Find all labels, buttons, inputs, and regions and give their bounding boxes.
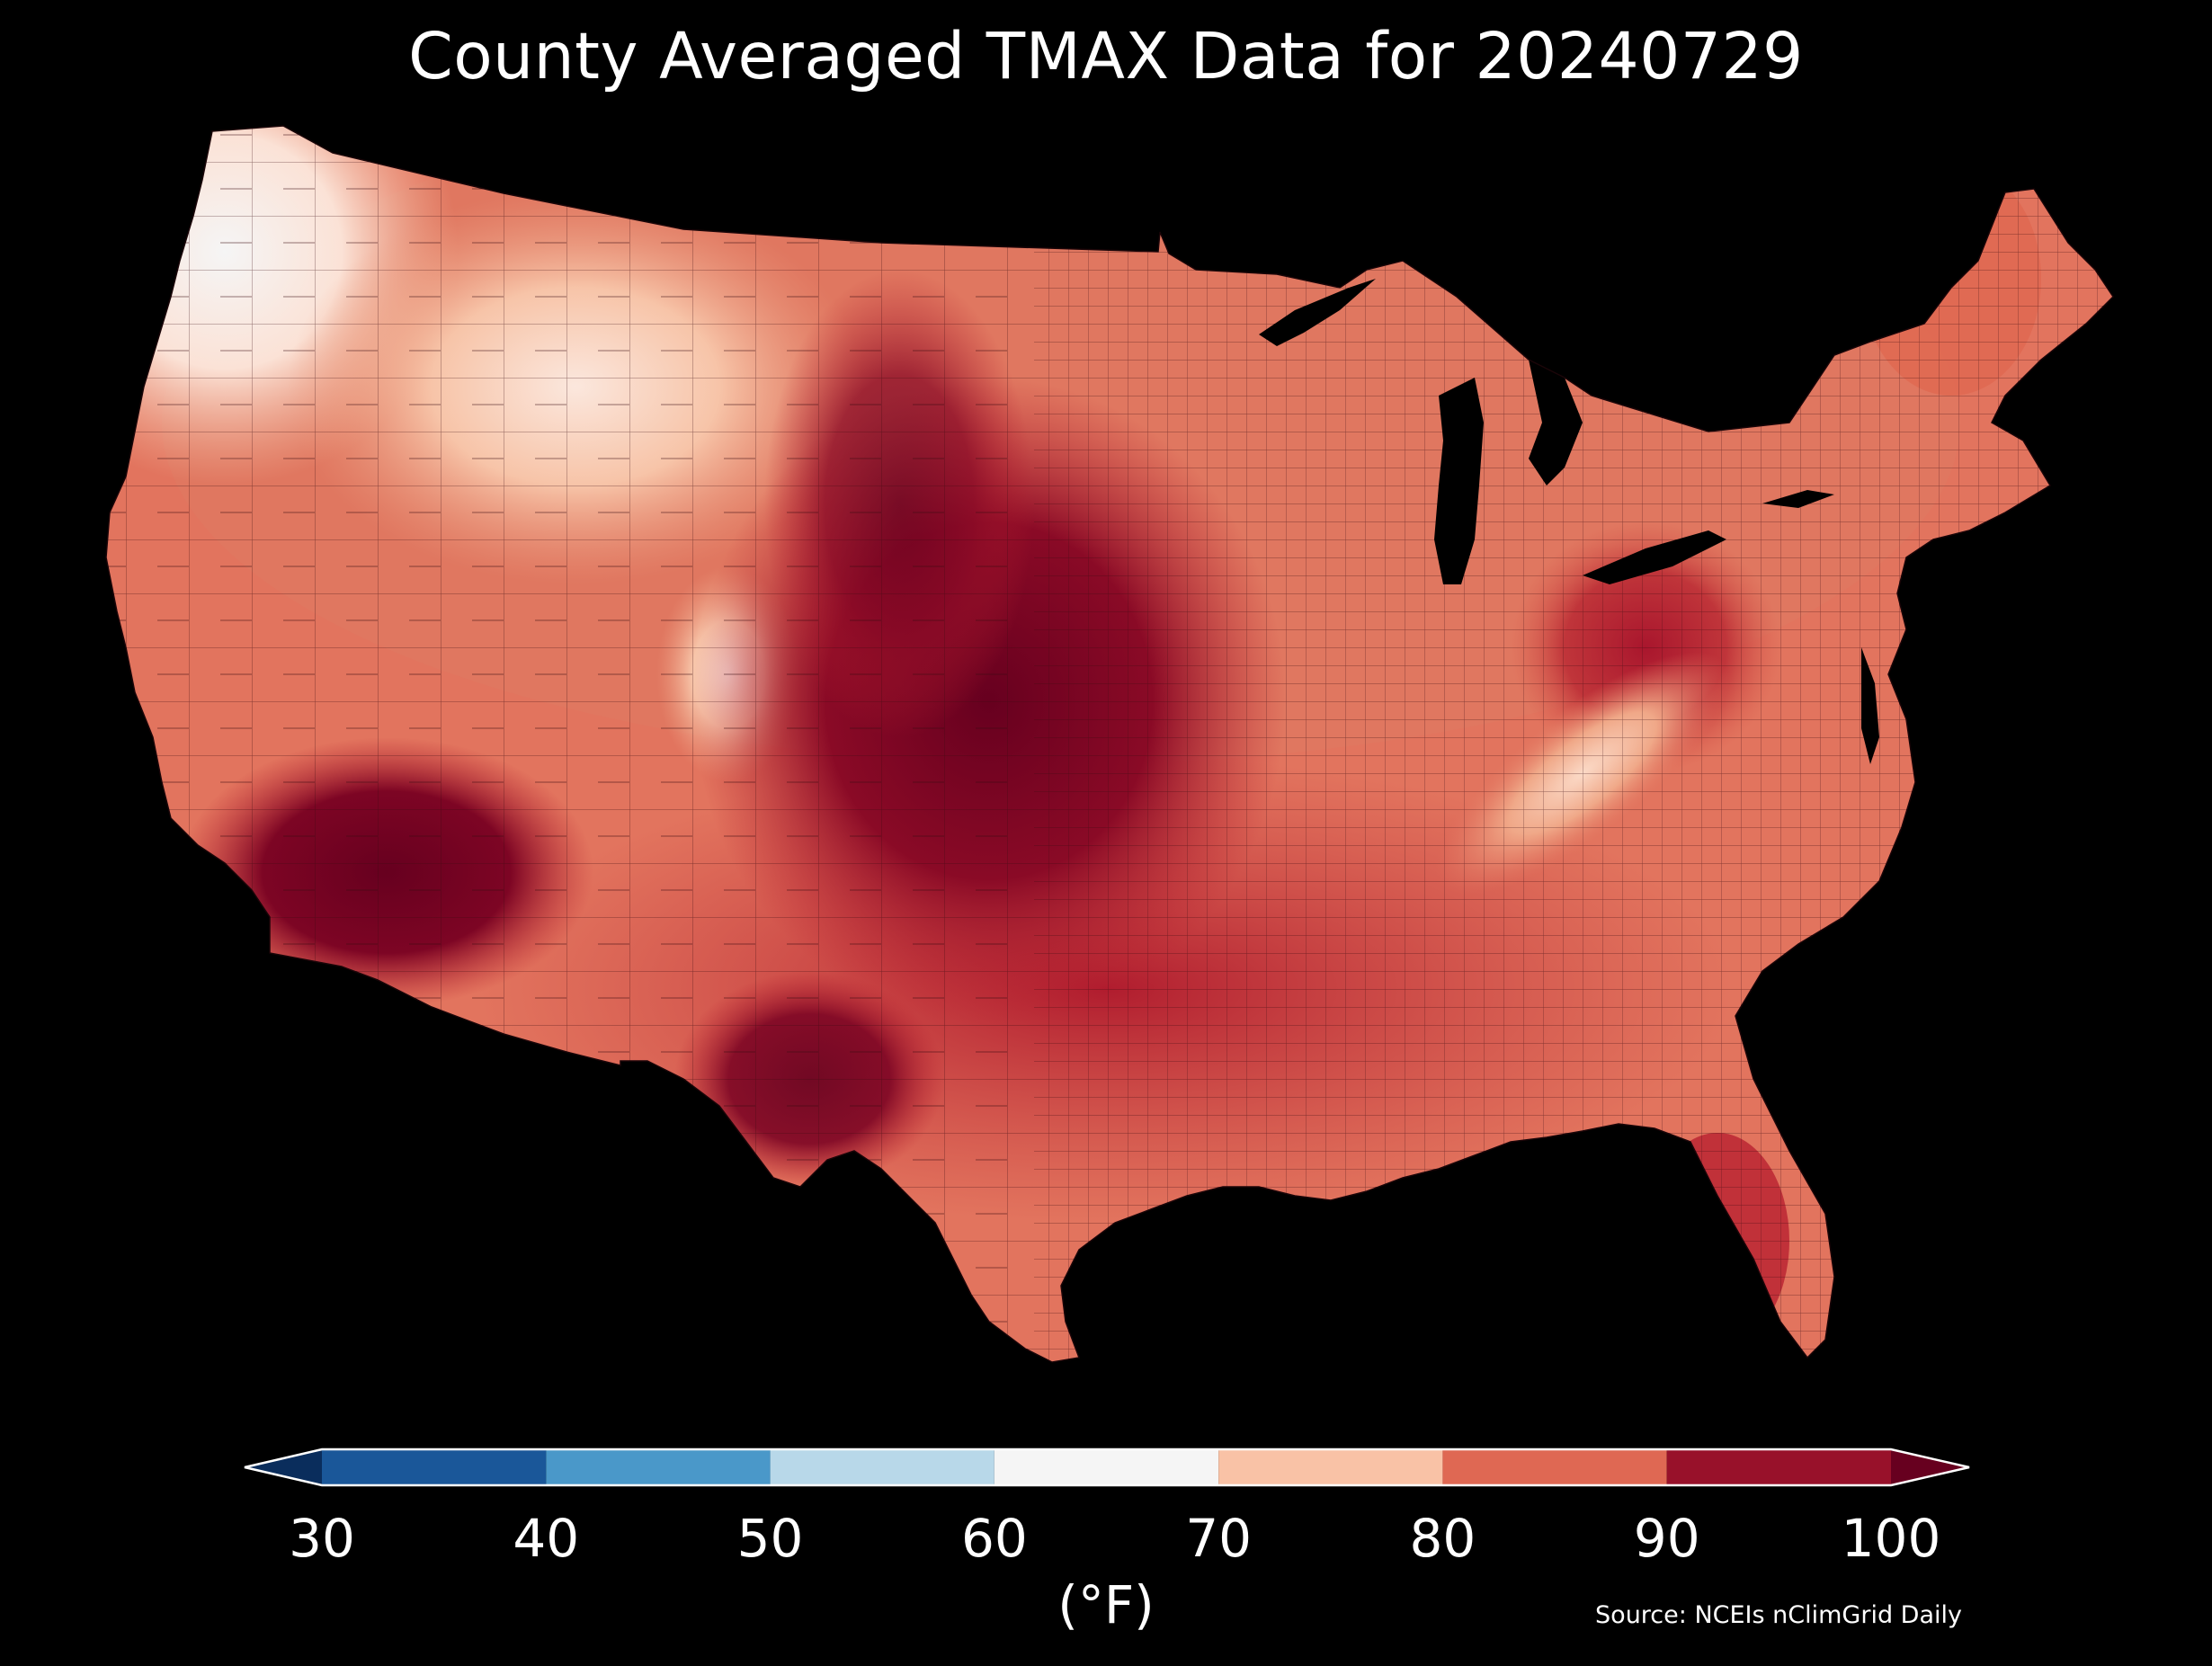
colorbar-bin-30-40 xyxy=(322,1449,547,1485)
colorbar-tick-80: 80 xyxy=(1409,1508,1476,1569)
colorbar-bin-60-70 xyxy=(994,1449,1219,1485)
colorbar-bin-50-60 xyxy=(770,1449,995,1485)
lake-erie xyxy=(1583,530,1726,584)
colorbar-outline xyxy=(244,1448,1970,1487)
colorbar-bin-80-90 xyxy=(1442,1449,1667,1485)
colorbar-bin-40-50 xyxy=(546,1449,771,1485)
colorbar-tick-60: 60 xyxy=(960,1508,1028,1569)
colorbar-tick-100: 100 xyxy=(1841,1508,1941,1569)
colorbar-under-triangle xyxy=(245,1449,322,1485)
colorbar-bins xyxy=(322,1449,1891,1485)
chesapeake-bay xyxy=(1861,647,1879,764)
colorbar-over-triangle xyxy=(1891,1449,1969,1485)
colorbar-bin-90-100 xyxy=(1666,1449,1891,1485)
county-borders-west xyxy=(106,126,1034,1362)
colorbar-bin-70-80 xyxy=(1218,1449,1443,1485)
colorbar-tick-50: 50 xyxy=(736,1508,804,1569)
colorbar-tick-40: 40 xyxy=(513,1508,580,1569)
lake-superior xyxy=(1259,279,1376,346)
lake-ontario xyxy=(1762,490,1834,508)
lake-huron xyxy=(1529,360,1583,486)
county-borders-east xyxy=(1034,126,2113,1362)
source-attribution: Source: NCEIs nClimGrid Daily xyxy=(1595,1601,1962,1629)
colorbar-tick-70: 70 xyxy=(1185,1508,1253,1569)
colorbar-tick-90: 90 xyxy=(1633,1508,1700,1569)
lake-michigan xyxy=(1434,378,1484,584)
colorbar-tick-30: 30 xyxy=(289,1508,355,1569)
colorbar-units-label: (°F) xyxy=(1057,1574,1155,1635)
colorbar xyxy=(244,1448,1970,1487)
map-title: County Averaged TMAX Data for 20240729 xyxy=(408,19,1804,94)
